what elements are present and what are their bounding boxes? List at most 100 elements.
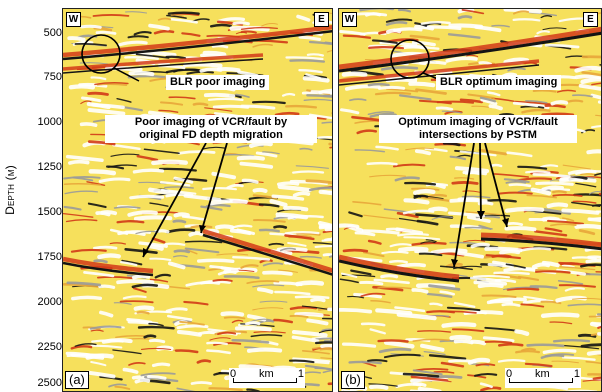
seismic-texture-stroke bbox=[314, 341, 332, 345]
seismic-texture-stroke bbox=[176, 387, 196, 391]
seismic-texture-stroke bbox=[87, 91, 109, 96]
seismic-texture-stroke bbox=[580, 263, 601, 268]
seismic-texture-stroke bbox=[504, 226, 537, 232]
seismic-texture-stroke bbox=[68, 159, 90, 165]
seismic-texture-stroke bbox=[546, 202, 569, 209]
seismic-texture-stroke bbox=[67, 36, 86, 42]
seismic-texture-stroke bbox=[447, 33, 481, 39]
seismic-texture-stroke bbox=[485, 254, 521, 260]
seismic-texture-stroke bbox=[236, 228, 256, 236]
seismic-texture-stroke bbox=[441, 322, 477, 328]
seismic-texture-stroke bbox=[223, 275, 260, 280]
seismic-texture-stroke bbox=[208, 387, 243, 391]
seismic-texture-stroke bbox=[581, 71, 601, 77]
seismic-texture-stroke bbox=[413, 188, 436, 195]
seismic-texture-stroke bbox=[501, 302, 521, 307]
seismic-texture-stroke bbox=[525, 170, 551, 174]
seismic-texture-stroke bbox=[112, 143, 141, 151]
seismic-texture-stroke bbox=[534, 270, 571, 274]
seismic-texture-stroke bbox=[405, 147, 435, 151]
seismic-texture-stroke bbox=[540, 164, 559, 169]
seismic-texture-stroke bbox=[124, 56, 159, 60]
seismic-texture-stroke bbox=[63, 183, 101, 186]
seismic-texture-stroke bbox=[580, 343, 601, 348]
seismic-texture-stroke bbox=[340, 272, 358, 278]
seismic-texture-stroke bbox=[383, 353, 421, 359]
seismic-texture-stroke bbox=[557, 280, 584, 285]
seismic-texture-stroke bbox=[119, 300, 154, 304]
seismic-texture-stroke bbox=[258, 228, 280, 233]
seismic-texture-stroke bbox=[278, 269, 298, 273]
seismic-texture-stroke bbox=[513, 10, 530, 15]
seismic-texture-stroke bbox=[249, 141, 273, 148]
seismic-texture-stroke bbox=[591, 204, 601, 207]
seismic-texture-stroke bbox=[136, 310, 150, 315]
seismic-texture-stroke bbox=[494, 278, 517, 284]
seismic-texture-stroke bbox=[520, 105, 545, 109]
seismic-texture-stroke bbox=[402, 372, 440, 378]
reflector-black bbox=[339, 259, 460, 283]
seismic-texture-stroke bbox=[503, 267, 538, 272]
seismic-texture-stroke bbox=[134, 378, 151, 384]
seismic-texture-stroke bbox=[542, 348, 577, 355]
seismic-texture-stroke bbox=[362, 251, 385, 258]
seismic-texture-stroke bbox=[540, 354, 565, 359]
seismic-texture-stroke bbox=[520, 303, 545, 308]
seismic-texture-stroke bbox=[484, 340, 513, 344]
seismic-texture-stroke bbox=[202, 50, 227, 57]
seismic-texture-stroke bbox=[88, 169, 117, 176]
seismic-texture-stroke bbox=[149, 278, 169, 283]
seismic-texture-stroke bbox=[108, 383, 127, 388]
seismic-texture-stroke bbox=[441, 110, 463, 114]
seismic-texture-stroke bbox=[126, 318, 153, 324]
seismic-texture-stroke bbox=[166, 14, 187, 19]
seismic-texture-stroke bbox=[318, 189, 332, 196]
seismic-texture-stroke bbox=[544, 227, 563, 233]
seismic-texture-stroke bbox=[550, 100, 569, 106]
seismic-texture-stroke bbox=[331, 236, 332, 240]
seismic-texture-stroke bbox=[116, 220, 145, 224]
seismic-texture-stroke bbox=[90, 329, 104, 332]
seismic-texture-stroke bbox=[505, 263, 526, 269]
seismic-texture-stroke bbox=[435, 106, 454, 111]
seismic-texture-stroke bbox=[411, 288, 429, 294]
seismic-texture-stroke bbox=[562, 164, 591, 170]
seismic-texture-stroke bbox=[250, 334, 283, 338]
seismic-texture-stroke bbox=[549, 321, 573, 325]
seismic-texture-stroke bbox=[100, 210, 118, 216]
seismic-texture-stroke bbox=[173, 212, 190, 218]
seismic-texture-stroke bbox=[133, 215, 173, 221]
seismic-texture-stroke bbox=[268, 242, 284, 246]
seismic-texture-stroke bbox=[474, 372, 498, 377]
seismic-texture-stroke bbox=[258, 203, 280, 208]
seismic-texture-stroke bbox=[99, 310, 114, 318]
blr-callout: BLR optimum imaging bbox=[436, 75, 562, 90]
seismic-texture-stroke bbox=[274, 111, 300, 117]
seismic-texture-stroke bbox=[95, 30, 117, 35]
seismic-texture-stroke bbox=[176, 324, 209, 330]
seismic-texture-stroke bbox=[116, 279, 155, 285]
seismic-texture-stroke bbox=[94, 81, 129, 86]
seismic-texture-stroke bbox=[245, 321, 261, 326]
seismic-texture-stroke bbox=[584, 273, 601, 276]
seismic-texture-stroke bbox=[580, 77, 601, 85]
seismic-texture-stroke bbox=[288, 359, 315, 364]
seismic-texture-stroke bbox=[417, 386, 442, 391]
seismic-texture-stroke bbox=[322, 317, 332, 320]
east-marker: E bbox=[583, 12, 598, 27]
seismic-texture-stroke bbox=[74, 343, 97, 347]
seismic-texture-stroke bbox=[281, 92, 296, 97]
seismic-texture-stroke bbox=[174, 349, 199, 354]
seismic-texture-stroke bbox=[158, 109, 179, 113]
fault-callout: Poor imaging of VCR/fault by original FD… bbox=[105, 115, 317, 143]
seismic-texture-stroke bbox=[70, 345, 93, 350]
seismic-texture-stroke bbox=[517, 275, 540, 281]
seismic-texture-stroke bbox=[449, 334, 473, 341]
seismic-texture-stroke bbox=[532, 173, 571, 178]
seismic-texture-stroke bbox=[472, 275, 510, 279]
seismic-texture-stroke bbox=[262, 270, 293, 276]
seismic-texture-stroke bbox=[80, 100, 92, 105]
seismic-texture-stroke bbox=[433, 370, 455, 374]
seismic-texture-stroke bbox=[140, 347, 172, 351]
seismic-texture-stroke bbox=[90, 76, 107, 81]
